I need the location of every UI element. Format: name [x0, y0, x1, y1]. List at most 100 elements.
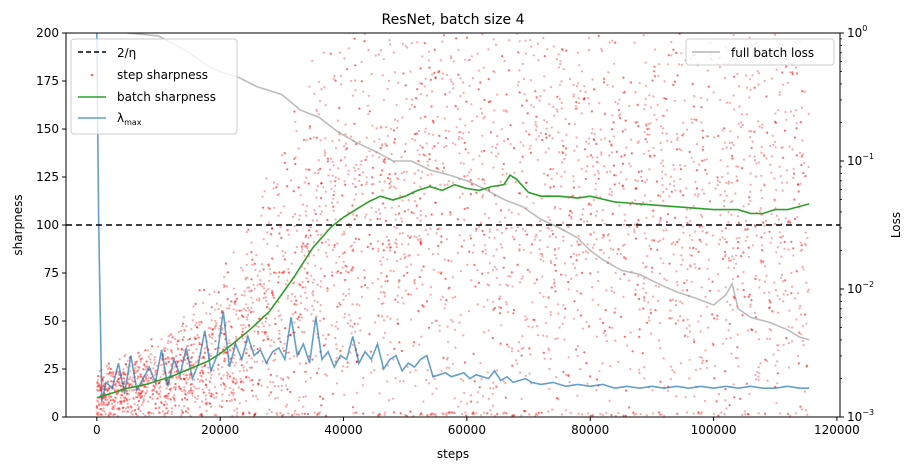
step-sharpness-point — [538, 248, 541, 251]
step-sharpness-point — [543, 357, 546, 360]
step-sharpness-point — [301, 280, 304, 284]
step-sharpness-point — [419, 92, 422, 96]
step-sharpness-point — [465, 414, 468, 417]
step-sharpness-point — [367, 94, 370, 97]
step-sharpness-point — [319, 196, 323, 200]
step-sharpness-point — [311, 358, 314, 361]
step-sharpness-point — [239, 381, 242, 384]
step-sharpness-point — [521, 155, 524, 158]
step-sharpness-point — [634, 121, 637, 124]
step-sharpness-point — [510, 271, 513, 274]
step-sharpness-point — [551, 137, 554, 140]
step-sharpness-point — [106, 389, 109, 392]
step-sharpness-point — [791, 73, 794, 76]
step-sharpness-point — [716, 184, 719, 187]
step-sharpness-point — [382, 160, 385, 163]
step-sharpness-point — [361, 384, 364, 387]
step-sharpness-point — [568, 122, 571, 125]
step-sharpness-point — [686, 222, 689, 225]
step-sharpness-point — [551, 232, 555, 236]
step-sharpness-point — [316, 372, 319, 375]
step-sharpness-point — [327, 238, 330, 241]
step-sharpness-point — [705, 231, 708, 235]
step-sharpness-point — [194, 337, 197, 340]
step-sharpness-point — [475, 412, 478, 415]
step-sharpness-point — [150, 338, 153, 341]
step-sharpness-point — [580, 167, 583, 170]
step-sharpness-point — [760, 249, 764, 252]
step-sharpness-point — [121, 406, 124, 409]
step-sharpness-point — [463, 141, 466, 144]
step-sharpness-point — [716, 176, 719, 179]
step-sharpness-point — [445, 136, 448, 140]
step-sharpness-point — [267, 206, 270, 209]
step-sharpness-point — [541, 0, 543, 2]
step-sharpness-point — [282, 349, 286, 352]
step-sharpness-point — [338, 139, 341, 142]
step-sharpness-point — [516, 362, 519, 365]
step-sharpness-point — [589, 212, 593, 215]
step-sharpness-point — [793, 198, 796, 201]
step-sharpness-point — [729, 130, 732, 133]
step-sharpness-point — [768, 230, 771, 233]
step-sharpness-point — [232, 357, 235, 360]
step-sharpness-point — [629, 331, 632, 334]
step-sharpness-point — [417, 253, 420, 256]
step-sharpness-point — [661, 114, 664, 117]
step-sharpness-point — [613, 311, 616, 314]
step-sharpness-point — [448, 366, 451, 369]
step-sharpness-point — [114, 383, 117, 386]
step-sharpness-point — [554, 247, 557, 251]
step-sharpness-point — [567, 288, 570, 291]
step-sharpness-point — [697, 411, 700, 414]
step-sharpness-point — [320, 182, 323, 185]
step-sharpness-point — [454, 295, 457, 298]
step-sharpness-point — [803, 175, 806, 178]
step-sharpness-point — [600, 153, 603, 156]
step-sharpness-point — [306, 204, 309, 207]
step-sharpness-point — [518, 341, 521, 344]
step-sharpness-point — [214, 348, 217, 351]
step-sharpness-point — [691, 82, 694, 86]
step-sharpness-point — [624, 128, 627, 131]
step-sharpness-point — [441, 295, 444, 298]
step-sharpness-point — [225, 321, 228, 324]
step-sharpness-point — [632, 411, 635, 414]
step-sharpness-point — [522, 409, 526, 413]
step-sharpness-point — [760, 197, 764, 200]
step-sharpness-point — [229, 324, 232, 328]
step-sharpness-point — [764, 219, 768, 222]
step-sharpness-point — [776, 382, 779, 385]
step-sharpness-point — [753, 159, 757, 162]
step-sharpness-point — [487, 217, 490, 220]
step-sharpness-point — [758, 278, 761, 282]
step-sharpness-point — [549, 168, 552, 171]
step-sharpness-point — [457, 131, 460, 134]
step-sharpness-point — [410, 42, 413, 45]
step-sharpness-point — [176, 371, 179, 374]
step-sharpness-point — [247, 228, 250, 231]
step-sharpness-point — [596, 169, 600, 173]
step-sharpness-point — [199, 371, 202, 374]
step-sharpness-point — [180, 414, 183, 417]
step-sharpness-point — [169, 340, 173, 344]
step-sharpness-point — [454, 346, 457, 349]
step-sharpness-point — [165, 363, 168, 366]
step-sharpness-point — [475, 227, 478, 230]
step-sharpness-point — [552, 45, 555, 48]
step-sharpness-point — [568, 380, 571, 384]
step-sharpness-point — [377, 314, 380, 317]
step-sharpness-point — [462, 91, 465, 94]
step-sharpness-point — [228, 342, 231, 345]
step-sharpness-point — [701, 129, 704, 132]
step-sharpness-point — [601, 208, 604, 212]
step-sharpness-point — [115, 392, 118, 395]
step-sharpness-point — [413, 105, 416, 109]
step-sharpness-point — [366, 104, 369, 107]
step-sharpness-point — [132, 397, 135, 400]
step-sharpness-point — [396, 322, 399, 325]
step-sharpness-point — [381, 242, 384, 245]
step-sharpness-point — [198, 406, 201, 409]
step-sharpness-point — [144, 365, 148, 368]
step-sharpness-point — [780, 236, 783, 239]
